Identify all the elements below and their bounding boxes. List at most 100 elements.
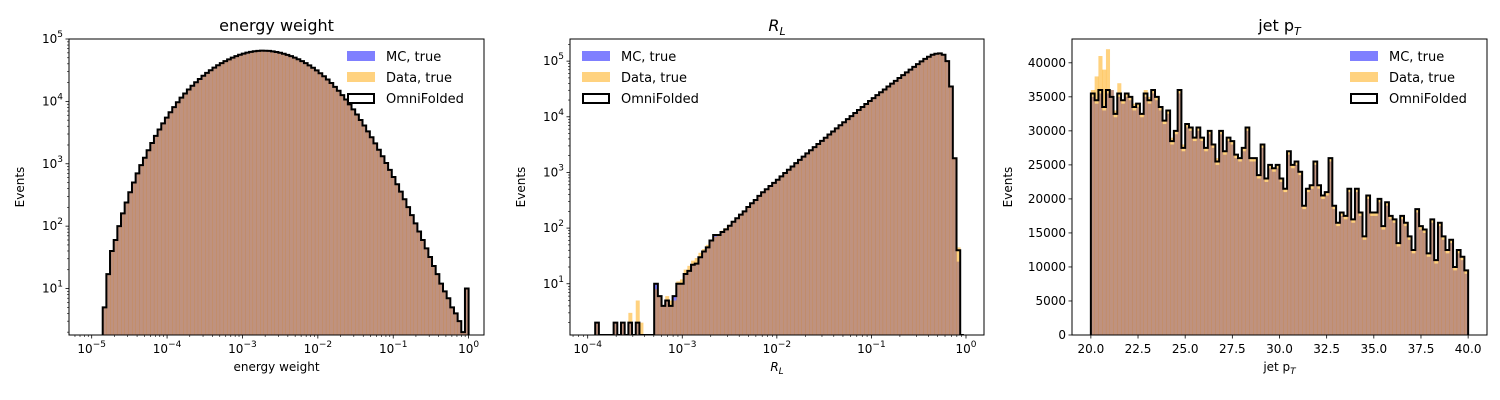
hist-bar bbox=[731, 220, 736, 335]
hist-bar bbox=[1147, 96, 1152, 335]
hist-bar bbox=[1204, 147, 1209, 335]
hist-bar bbox=[1139, 113, 1144, 335]
hist-bar bbox=[1400, 215, 1405, 335]
x-axis-label: jet pT bbox=[1262, 360, 1297, 377]
hist-bar bbox=[300, 61, 305, 335]
hist-bar bbox=[595, 322, 600, 335]
hist-bar bbox=[212, 67, 217, 335]
hist-bar bbox=[1234, 154, 1239, 335]
hist-bar bbox=[344, 99, 349, 335]
hist-bar bbox=[1219, 130, 1224, 335]
hist-bar bbox=[805, 153, 810, 335]
hist-bar bbox=[113, 239, 118, 335]
hist-bar bbox=[613, 322, 618, 335]
hist-bar bbox=[1358, 212, 1363, 335]
hist-bar bbox=[172, 107, 177, 335]
hist-bar bbox=[234, 56, 239, 335]
hist-bar bbox=[801, 156, 806, 335]
hist-bar bbox=[263, 50, 268, 335]
hist-bar bbox=[665, 296, 670, 335]
hist-bar bbox=[208, 70, 213, 335]
hist-bar bbox=[783, 172, 788, 335]
hist-bar bbox=[694, 258, 699, 335]
hist-bar bbox=[267, 50, 272, 335]
hist-bar bbox=[1215, 158, 1220, 335]
hist-bar bbox=[384, 162, 389, 335]
hist-bar bbox=[410, 215, 415, 335]
y-tick-label: 101 bbox=[543, 275, 564, 291]
hist-bar bbox=[654, 289, 659, 335]
hist-bar bbox=[768, 186, 773, 335]
hist-bar bbox=[809, 150, 814, 335]
hist-bar bbox=[1275, 164, 1280, 335]
hist-bar bbox=[886, 86, 891, 335]
hist-bar bbox=[157, 129, 162, 335]
hist-bar bbox=[742, 210, 747, 335]
hist-bar bbox=[949, 86, 954, 335]
hist-bar bbox=[672, 300, 677, 335]
legend-label: MC, true bbox=[621, 50, 676, 65]
hist-bar bbox=[421, 239, 426, 335]
hist-bar bbox=[1385, 202, 1390, 335]
hist-bar bbox=[1105, 49, 1111, 335]
hist-bar bbox=[1305, 188, 1310, 335]
hist-bar bbox=[1317, 185, 1322, 335]
hist-bar bbox=[1177, 90, 1182, 335]
series-omnifolded-step bbox=[101, 49, 470, 335]
hist-bar bbox=[1117, 83, 1122, 335]
hist-bar bbox=[168, 112, 173, 335]
hist-bar bbox=[150, 143, 155, 335]
hist-bar bbox=[278, 52, 283, 335]
hist-bar bbox=[1373, 212, 1378, 335]
hist-bar bbox=[1207, 130, 1212, 335]
hist-bar bbox=[853, 113, 858, 335]
y-axis-label: Events bbox=[514, 167, 528, 208]
hist-bar bbox=[687, 265, 692, 335]
x-tick-label: 10−4 bbox=[573, 340, 602, 356]
hist-bar bbox=[314, 70, 319, 335]
hist-bar bbox=[417, 231, 422, 335]
legend-label: Data, true bbox=[621, 71, 687, 86]
hist-bar bbox=[340, 95, 345, 335]
hist-bar bbox=[738, 213, 743, 335]
x-tick-label: 35.0 bbox=[1360, 342, 1387, 356]
hist-bar bbox=[183, 93, 188, 335]
hist-bar bbox=[904, 72, 909, 335]
hist-bar bbox=[369, 137, 374, 335]
y-tick-label: 30000 bbox=[1028, 124, 1066, 138]
hist-bar bbox=[1124, 93, 1129, 335]
y-tick-label: 25000 bbox=[1028, 158, 1066, 172]
hist-bar bbox=[406, 207, 411, 335]
hist-bar bbox=[827, 134, 832, 335]
hist-bar bbox=[930, 54, 935, 335]
legend-label: MC, true bbox=[1389, 50, 1444, 65]
hist-bar bbox=[1268, 164, 1273, 335]
hist-bar bbox=[1377, 198, 1382, 335]
hist-bar bbox=[1196, 127, 1201, 335]
hist-bar bbox=[897, 77, 902, 335]
legend: MC, true Data, true OmniFolded bbox=[1350, 50, 1467, 107]
hist-bar bbox=[117, 226, 122, 335]
hist-bar bbox=[1185, 124, 1190, 335]
x-tick-label: 10−2 bbox=[763, 340, 792, 356]
hist-bar bbox=[735, 217, 740, 335]
y-axis-label: Events bbox=[1001, 167, 1015, 208]
hist-bar bbox=[1151, 90, 1156, 335]
hist-bar bbox=[1441, 236, 1446, 335]
hist-bar bbox=[219, 63, 224, 335]
hist-bar bbox=[879, 92, 884, 335]
chart-panel-1: 10−5 10−4 10−3 10−2 10−1 100 101 102 103 104 105 en… bbox=[13, 16, 485, 374]
hist-bar bbox=[1155, 96, 1160, 335]
hist-bar bbox=[794, 163, 799, 335]
hist-bar bbox=[1339, 212, 1344, 335]
hist-bar bbox=[238, 54, 243, 335]
hist-bar bbox=[1166, 110, 1171, 335]
y-tick-label: 15000 bbox=[1028, 226, 1066, 240]
hist-bar bbox=[377, 149, 382, 335]
hist-bar bbox=[1313, 161, 1318, 335]
y-tick-label: 35000 bbox=[1028, 90, 1066, 104]
hist-bar bbox=[1381, 226, 1386, 335]
legend-label: OmniFolded bbox=[621, 92, 699, 107]
series-omnifolded-step bbox=[594, 52, 964, 335]
